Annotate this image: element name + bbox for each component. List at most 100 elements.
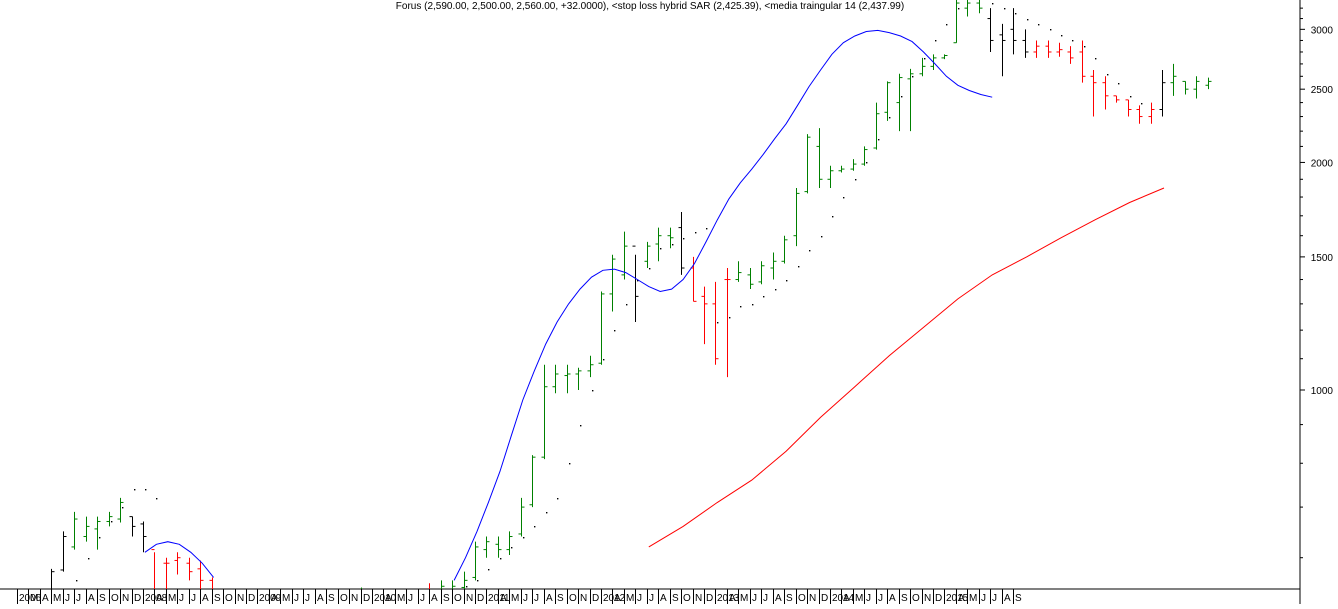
sar-dot	[488, 569, 490, 571]
ohlc-bar	[976, 0, 983, 14]
sar-dot	[775, 289, 777, 291]
ohlc-bar	[644, 241, 651, 269]
ohlc-bar	[987, 8, 994, 52]
sar-dot	[1050, 29, 1052, 31]
ohlc-bar	[999, 23, 1006, 77]
sar-dot	[145, 489, 147, 491]
x-tick-label: O	[569, 593, 577, 604]
sar-dot	[111, 521, 113, 523]
x-tick-label: M	[397, 593, 405, 604]
ohlc-bar	[1033, 40, 1040, 58]
sar-dot	[122, 507, 124, 509]
x-tick-label: M	[53, 593, 61, 604]
ohlc-bar	[174, 552, 181, 575]
ohlc-bar	[461, 571, 468, 589]
x-tick-label: J	[305, 593, 310, 604]
x-tick-label: N	[580, 593, 587, 604]
sar-dot	[729, 317, 731, 319]
ohlc-bar	[197, 560, 204, 589]
ohlc-bar	[827, 165, 834, 189]
sar-dot	[99, 537, 101, 539]
y-tick-label: 2500	[1311, 85, 1334, 96]
ohlc-bar	[186, 557, 193, 581]
ohlc-bar	[1159, 70, 1166, 117]
ohlc-bar	[724, 268, 731, 378]
y-tick-label: 1000	[1311, 386, 1334, 397]
ohlc-bar	[1056, 42, 1063, 57]
sar-dot	[534, 526, 536, 528]
ohlc-bar	[1205, 77, 1212, 90]
x-tick-label: A	[385, 593, 392, 604]
sar-dot	[992, 3, 994, 5]
sar-dot	[614, 330, 616, 332]
ohlc-bar	[163, 557, 170, 589]
media-triangular-line	[453, 29, 993, 581]
sar-dot	[843, 197, 845, 199]
ohlc-bar	[896, 73, 903, 132]
ohlc-bar	[816, 128, 823, 189]
x-tick-label: J	[981, 593, 986, 604]
ohlc-bar	[552, 364, 559, 394]
sar-dot	[809, 250, 811, 252]
x-tick-label: A	[500, 593, 507, 604]
ohlc-bar	[575, 367, 582, 390]
ohlc-bar	[770, 252, 777, 280]
ohlc-bar	[884, 81, 891, 121]
x-tick-label: D	[134, 593, 141, 604]
x-tick-label: A	[431, 593, 438, 604]
sar-dot	[477, 580, 479, 582]
axis-layer	[0, 0, 1301, 604]
x-tick-label: O	[912, 593, 920, 604]
sar-dot	[832, 216, 834, 218]
sar-dot	[763, 296, 765, 298]
media-triangular-line	[144, 541, 214, 578]
sar-dot	[660, 248, 662, 250]
x-tick-label: M	[740, 593, 748, 604]
sar-dot	[466, 586, 468, 588]
moving-averages	[144, 29, 1165, 581]
ohlc-bar	[793, 188, 800, 247]
ohlc-bar	[838, 165, 845, 173]
ohlc-bar	[747, 268, 754, 290]
x-tick-label: O	[340, 593, 348, 604]
ohlc-bar	[1193, 76, 1200, 99]
x-tick-label: D	[477, 593, 484, 604]
x-tick-label: M	[511, 593, 519, 604]
x-tick-label: A	[729, 593, 736, 604]
ohlc-bar	[873, 102, 880, 150]
ohlc-bar	[781, 235, 788, 264]
ohlc-bar	[472, 541, 479, 581]
x-tick-label: J	[523, 593, 528, 604]
x-tick-label: J	[76, 593, 81, 604]
ohlc-bar	[907, 68, 914, 132]
sar-dot	[706, 228, 708, 230]
ohlc-bar	[140, 521, 147, 553]
sar-dot	[1118, 83, 1120, 85]
sar-dot	[786, 280, 788, 282]
x-tick-label: J	[294, 593, 299, 604]
x-tick-label: J	[878, 593, 883, 604]
ohlc-bar	[151, 549, 155, 589]
sar-dot	[1095, 58, 1097, 60]
sar-dot	[740, 306, 742, 308]
sar-dot	[603, 359, 605, 361]
x-tick-label: M	[168, 593, 176, 604]
x-tick-label: S	[99, 593, 106, 604]
ohlc-bar	[51, 568, 55, 589]
x-tick-label: J	[752, 593, 757, 604]
ohlc-bar	[941, 54, 948, 60]
x-tick-label: D	[363, 593, 370, 604]
x-tick-label: O	[111, 593, 119, 604]
x-tick-label: D	[706, 593, 713, 604]
sar-dot	[523, 537, 525, 539]
sar-dot	[958, 8, 960, 10]
ohlc-bar	[94, 516, 101, 550]
sar-dot	[637, 280, 639, 282]
x-tick-label: A	[317, 593, 324, 604]
x-tick-label: M	[282, 593, 290, 604]
ohlc-bar	[529, 455, 536, 508]
x-tick-label: S	[786, 593, 793, 604]
x-tick-label: O	[225, 593, 233, 604]
x-tick-label: A	[271, 593, 278, 604]
ohlc-bar	[804, 134, 811, 194]
